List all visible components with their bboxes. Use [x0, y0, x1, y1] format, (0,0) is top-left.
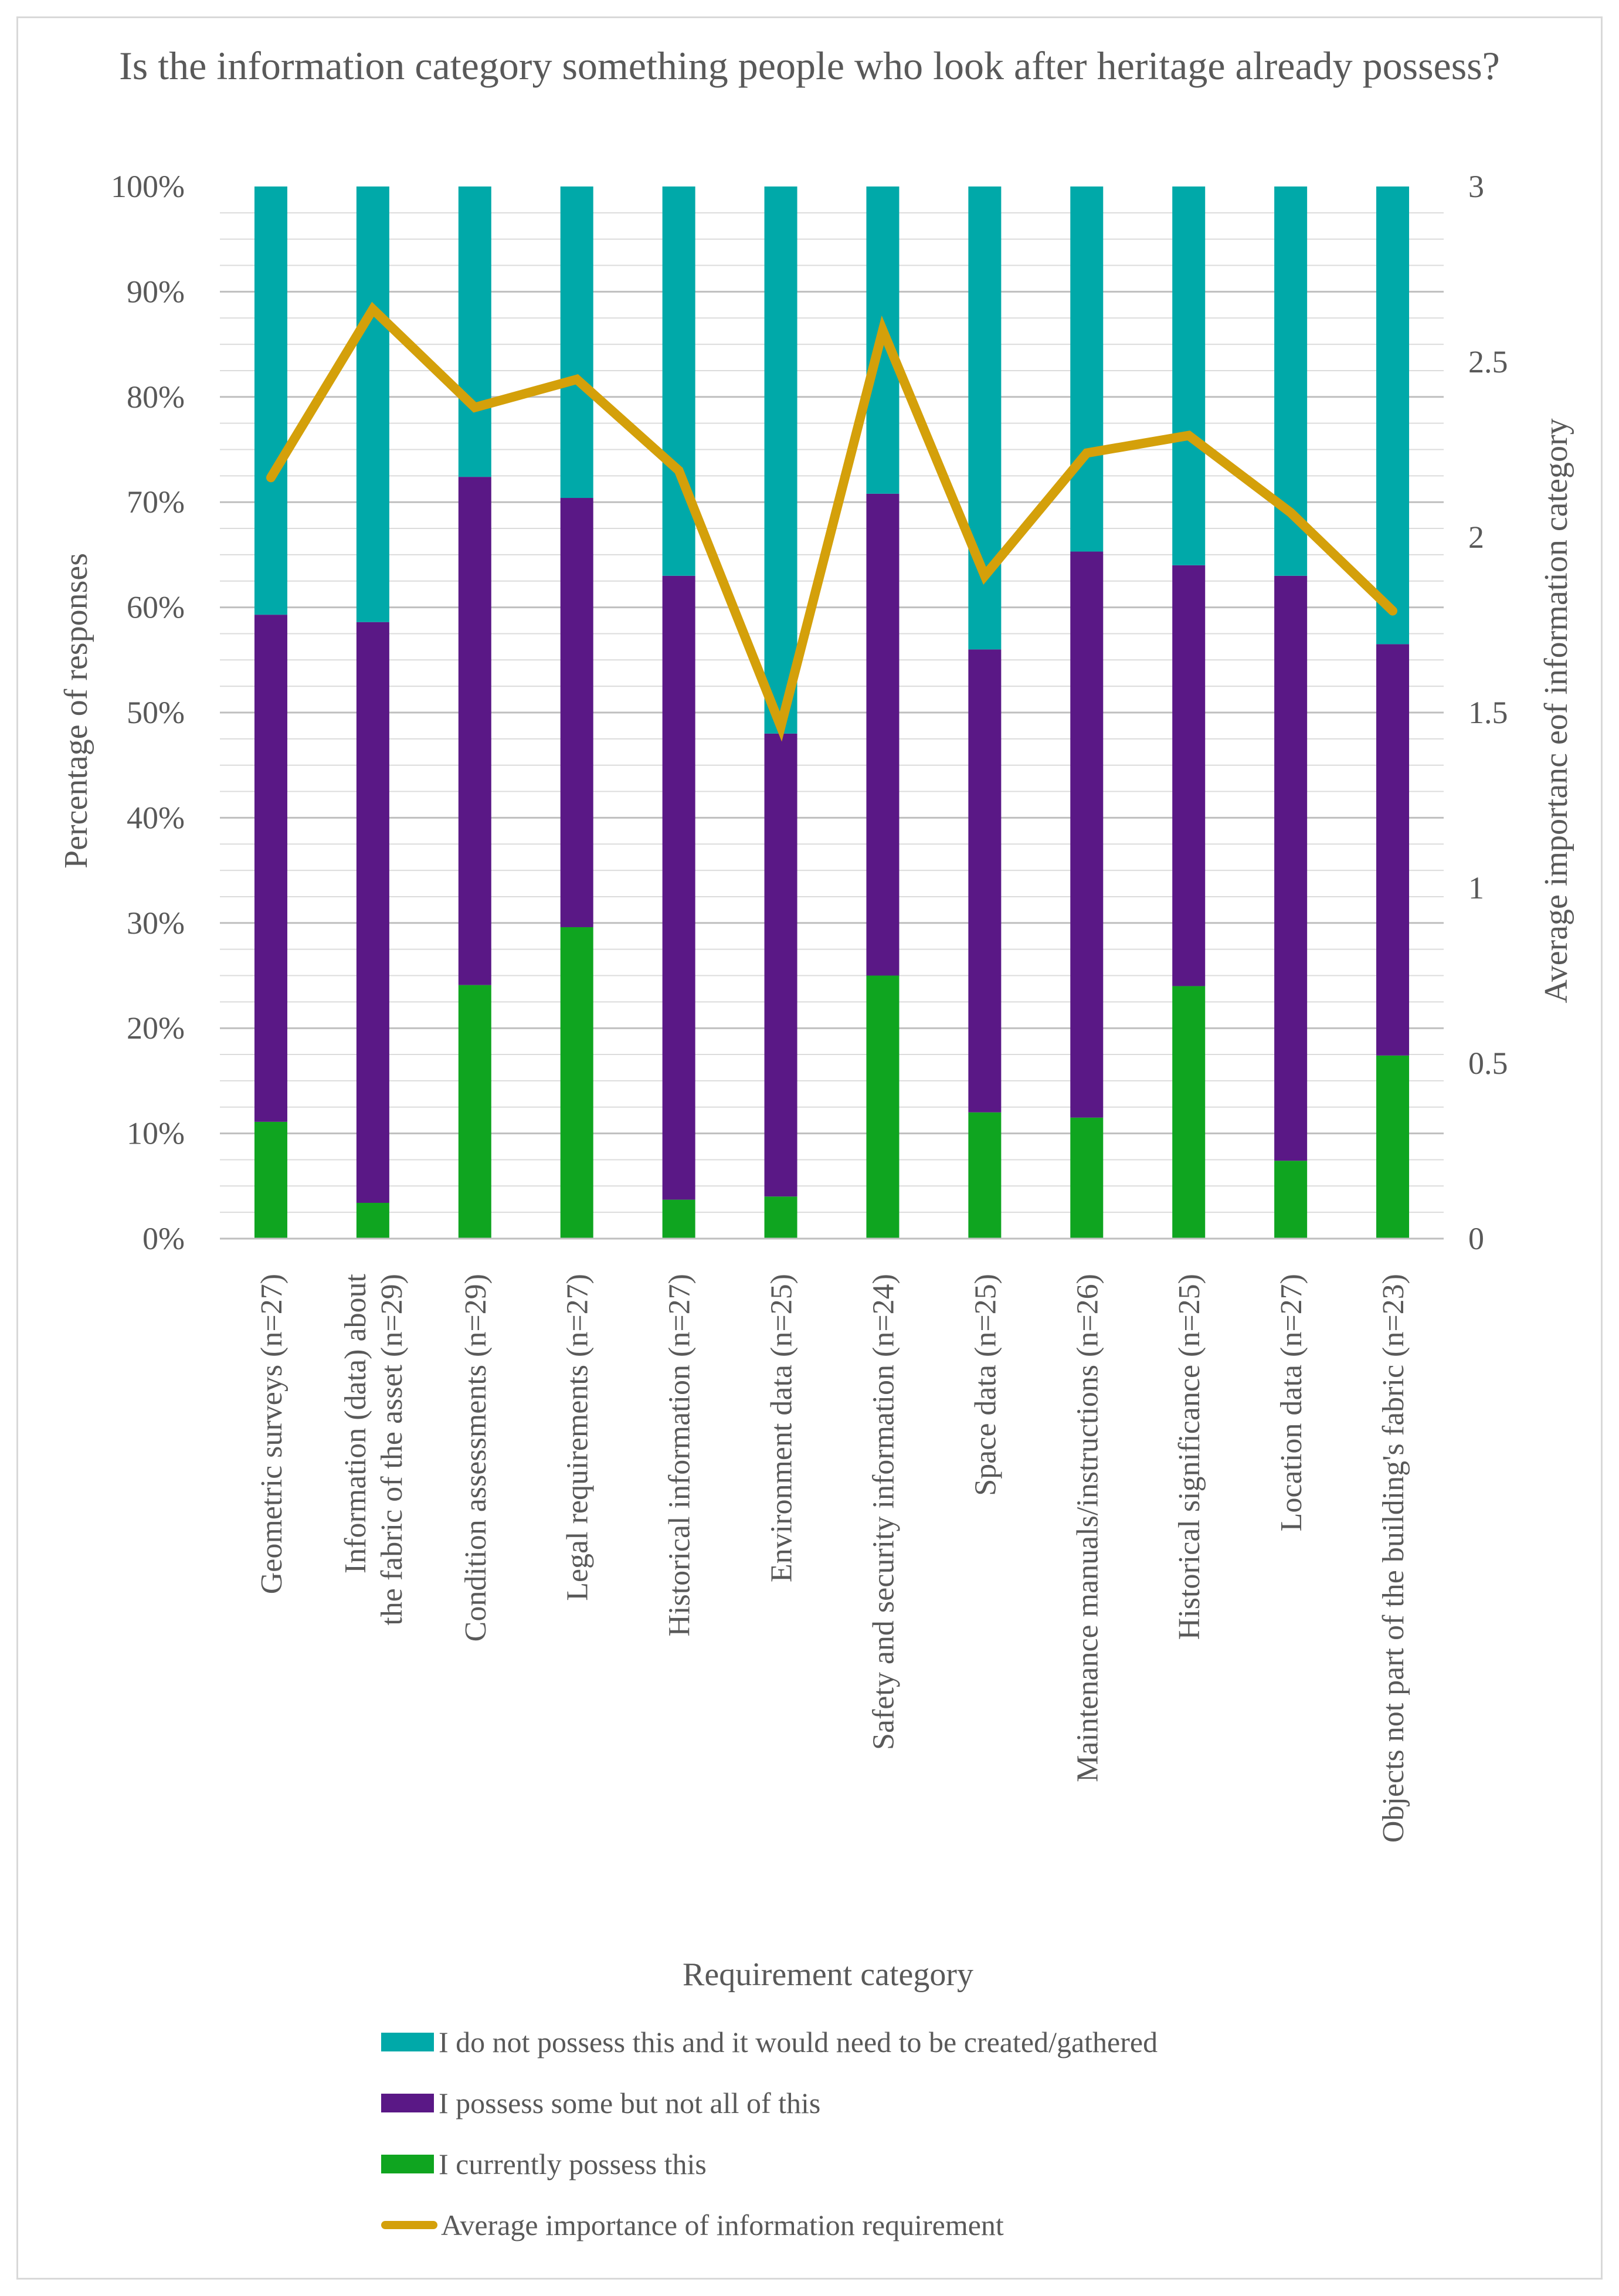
importance-point — [780, 725, 782, 727]
y-tick-label: 80% — [127, 379, 185, 415]
legend: I do not possess this and it would need … — [381, 2012, 1158, 2256]
y-tick-label: 70% — [127, 484, 185, 520]
bar-segment-not-possess — [764, 186, 797, 734]
importance-point — [372, 308, 374, 310]
y-tick-label: 20% — [127, 1010, 185, 1046]
bar-segment-not-possess — [662, 186, 695, 576]
importance-point — [678, 470, 680, 472]
bars — [254, 186, 1410, 1239]
importance-point — [474, 406, 476, 408]
y2-tick-label: 0 — [1468, 1221, 1484, 1256]
y2-tick-label: 2 — [1468, 520, 1484, 555]
importance-line — [266, 301, 1398, 742]
x-tick-label: Geometric surveys (n=27) — [255, 1274, 288, 1594]
importance-point — [1188, 435, 1190, 436]
bar-segment-possess — [1172, 986, 1206, 1239]
y-tick-label: 60% — [127, 590, 185, 625]
importance-point — [576, 378, 578, 380]
bar-segment-possess — [1376, 1055, 1410, 1239]
importance-point — [1086, 452, 1088, 454]
labels: 0% 10% 20% 30% 40% 50% 60% 70% 80% 90% 100% 0 0.5 1 1.… — [111, 169, 1508, 1843]
importance-point — [882, 330, 884, 331]
legend-label-possess: I currently possess this — [439, 2148, 707, 2180]
y-tick-label: 0% — [142, 1221, 185, 1256]
bar-segment-possess-some — [1172, 565, 1206, 986]
y-tick-label: 100% — [111, 169, 185, 204]
bar-segment-possess-some — [662, 575, 695, 1200]
legend-item-average-importance: Average importance of information requir… — [381, 2195, 1158, 2256]
legend-item-possess: I currently possess this — [381, 2134, 1158, 2195]
x-tick-label: Historical information (n=27) — [663, 1274, 697, 1637]
legend-item-not-possess: I do not possess this and it would need … — [381, 2012, 1158, 2073]
y-tick-label: 10% — [127, 1116, 185, 1151]
bar-segment-possess — [662, 1199, 695, 1239]
y-tick-label: 90% — [127, 274, 185, 309]
bar-segment-not-possess — [458, 186, 491, 477]
bar-segment-possess-some — [764, 733, 797, 1197]
importance-point — [270, 477, 271, 479]
bar-segment-possess-some — [1070, 551, 1104, 1118]
chart-title: Is the information category something pe… — [119, 43, 1500, 88]
bar-segment-possess — [1274, 1161, 1308, 1239]
bar-segment-possess — [1070, 1117, 1104, 1239]
bar-segment-possess — [968, 1112, 1002, 1239]
bar-segment-not-possess — [1376, 186, 1410, 645]
importance-point — [1392, 610, 1394, 612]
x-tick-label: Space data (n=25) — [969, 1274, 1002, 1496]
bar-segment-possess — [356, 1203, 389, 1239]
legend-swatch-possess-some — [381, 2094, 434, 2112]
bar-segment-possess-some — [1274, 575, 1308, 1161]
bar-segment-possess-some — [866, 493, 900, 976]
bar-segment-not-possess — [1172, 186, 1206, 565]
importance-point — [984, 575, 986, 576]
bar-segment-possess — [458, 985, 491, 1239]
legend-line-average-importance — [381, 2221, 437, 2229]
importance-point — [1290, 512, 1292, 514]
x-tick-label: Legal requirements (n=27) — [561, 1274, 595, 1601]
bar-segment-possess-some — [458, 477, 491, 985]
y-tick-label: 40% — [127, 800, 185, 835]
y2-tick-label: 1.5 — [1468, 695, 1508, 730]
y-tick-label: 30% — [127, 905, 185, 941]
x-tick-label: the fabric of the asset (n=29) — [375, 1274, 409, 1626]
importance-line-path — [266, 301, 1398, 742]
x-tick-label: Information (data) about — [339, 1273, 372, 1573]
bar-segment-possess — [866, 975, 900, 1239]
x-tick-label: Objects not part of the building's fabri… — [1377, 1274, 1410, 1843]
y2-tick-label: 0.5 — [1468, 1046, 1508, 1081]
x-tick-label: Safety and security information (n=24) — [867, 1274, 900, 1750]
legend-swatch-not-possess — [381, 2033, 434, 2051]
legend-label-average-importance: Average importance of information requir… — [441, 2209, 1004, 2241]
bar-segment-possess — [560, 927, 593, 1239]
x-tick-label: Maintenance manuals/instructions (n=26) — [1071, 1274, 1104, 1782]
legend-swatch-possess — [381, 2155, 434, 2173]
x-tick-label: Environment data (n=25) — [765, 1274, 799, 1582]
bar-segment-possess-some — [254, 615, 287, 1122]
bar-segment-not-possess — [1070, 186, 1104, 552]
gridlines — [220, 212, 1444, 1213]
y-tick-label: 50% — [127, 695, 185, 730]
bar-segment-possess-some — [1376, 644, 1410, 1056]
legend-label-not-possess: I do not possess this and it would need … — [439, 2026, 1158, 2058]
y2-tick-label: 3 — [1468, 169, 1484, 204]
y2-tick-label: 2.5 — [1468, 344, 1508, 379]
x-axis-title: Requirement category — [683, 1956, 973, 1993]
y-axis-title: Percentage of responses — [58, 553, 94, 869]
x-tick-label: Location data (n=27) — [1275, 1274, 1308, 1531]
bar-segment-not-possess — [356, 186, 389, 622]
y2-axis-title: Average importanc eof information catego… — [1538, 418, 1574, 1003]
x-tick-label: Condition assessments (n=29) — [459, 1274, 493, 1642]
bar-segment-possess-some — [968, 649, 1002, 1113]
y2-tick-label: 1 — [1468, 870, 1484, 905]
bar-segment-possess-some — [560, 498, 593, 927]
bar-segment-not-possess — [560, 186, 593, 498]
legend-label-possess-some: I possess some but not all of this — [439, 2087, 821, 2119]
bar-segment-possess — [764, 1196, 797, 1239]
bar-segment-possess — [254, 1121, 287, 1239]
x-tick-label: Historical significance (n=25) — [1173, 1274, 1206, 1640]
bar-segment-not-possess — [254, 186, 287, 615]
legend-item-possess-some: I possess some but not all of this — [381, 2073, 1158, 2134]
bar-segment-possess-some — [356, 622, 389, 1203]
